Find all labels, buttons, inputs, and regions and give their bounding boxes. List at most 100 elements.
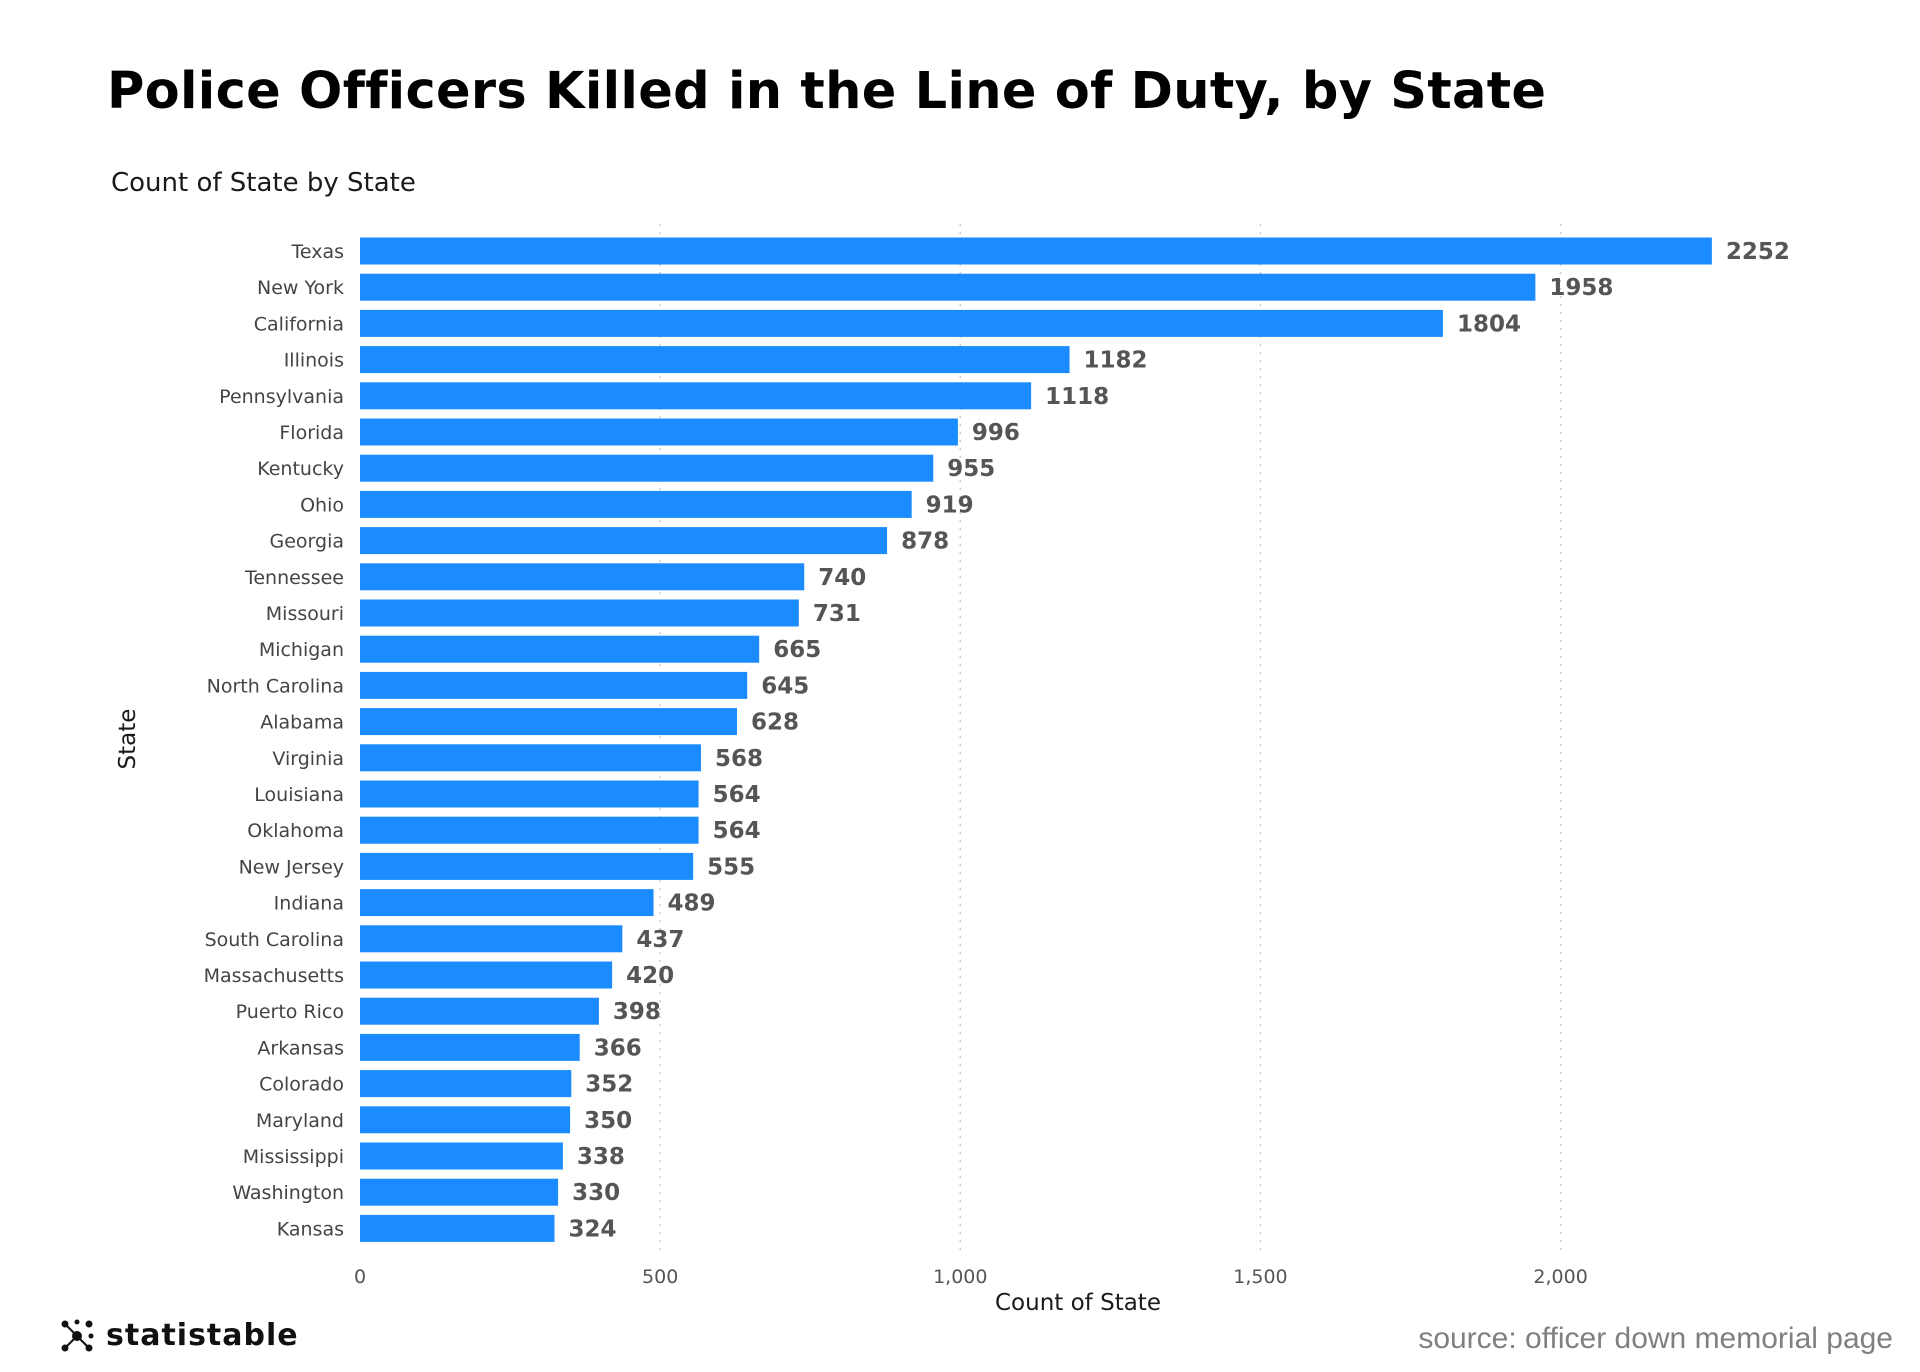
gridlines xyxy=(659,224,1562,1252)
value-label: 564 xyxy=(713,818,761,844)
y-axis-title: State xyxy=(115,709,141,770)
category-label: Mississippi xyxy=(243,1146,344,1168)
x-tick-label: 1,500 xyxy=(1233,1266,1287,1288)
value-label: 489 xyxy=(668,891,716,917)
bar xyxy=(360,780,699,808)
x-tick-label: 2,000 xyxy=(1533,1266,1587,1288)
value-label: 955 xyxy=(947,456,995,482)
bar xyxy=(360,1214,555,1242)
category-label: Tennessee xyxy=(244,567,344,589)
value-label: 731 xyxy=(813,601,861,627)
category-label: Washington xyxy=(232,1182,344,1204)
x-axis-title: Count of State xyxy=(995,1290,1161,1316)
bar xyxy=(360,1142,563,1170)
bar xyxy=(360,997,599,1025)
bar xyxy=(360,563,805,591)
category-label: Puerto Rico xyxy=(236,1001,344,1023)
bar xyxy=(360,1070,572,1098)
x-tick-label: 0 xyxy=(354,1266,366,1288)
source-note: source: officer down memorial page xyxy=(1418,1322,1893,1355)
category-label: Ohio xyxy=(300,494,344,516)
value-label: 330 xyxy=(572,1180,620,1206)
value-label: 645 xyxy=(761,673,809,699)
value-label: 564 xyxy=(713,782,761,808)
value-label: 437 xyxy=(636,927,684,953)
category-label: North Carolina xyxy=(207,675,344,697)
bar xyxy=(360,961,613,989)
value-label: 996 xyxy=(972,420,1020,446)
value-label: 1804 xyxy=(1457,311,1521,337)
category-label: Michigan xyxy=(259,639,344,661)
category-label: Georgia xyxy=(270,531,345,553)
value-label: 1182 xyxy=(1084,348,1148,374)
bar xyxy=(360,346,1070,374)
bar xyxy=(360,599,799,627)
category-label: California xyxy=(254,313,344,335)
bar xyxy=(360,635,760,663)
value-label: 1118 xyxy=(1045,384,1109,410)
chart-title: Police Officers Killed in the Line of Du… xyxy=(107,62,1547,121)
category-label: Texas xyxy=(290,241,344,263)
brand-logo: statistable xyxy=(60,1318,299,1353)
bar xyxy=(360,418,958,446)
category-label: Oklahoma xyxy=(247,820,344,842)
value-label: 2252 xyxy=(1726,239,1790,265)
value-label: 338 xyxy=(577,1144,625,1170)
bars xyxy=(360,237,1712,1242)
category-label: New York xyxy=(257,277,344,299)
bar xyxy=(360,889,654,917)
chart-subtitle: Count of State by State xyxy=(111,168,416,198)
value-label: 366 xyxy=(594,1035,642,1061)
bar xyxy=(360,1178,559,1206)
category-labels: Texas New York California Illinois Pennsylva… xyxy=(204,241,344,1240)
value-label: 919 xyxy=(926,492,974,518)
category-label: Indiana xyxy=(274,893,344,915)
bar xyxy=(360,744,701,772)
value-label: 420 xyxy=(626,963,674,989)
bar xyxy=(360,852,694,880)
category-label: Florida xyxy=(279,422,344,444)
category-label: Kansas xyxy=(277,1218,344,1240)
category-label: Pennsylvania xyxy=(219,386,344,408)
statistable-logo-icon xyxy=(61,1319,94,1351)
bar xyxy=(360,309,1443,337)
bar xyxy=(360,1106,571,1134)
category-label: South Carolina xyxy=(205,929,344,951)
value-label: 878 xyxy=(901,529,949,555)
bar xyxy=(360,490,912,518)
x-tick-labels: 0 500 1,000 1,500 2,000 xyxy=(354,1266,1588,1288)
value-label: 350 xyxy=(584,1108,632,1134)
x-tick-label: 500 xyxy=(642,1266,678,1288)
category-label: New Jersey xyxy=(239,856,344,878)
value-label: 1958 xyxy=(1549,275,1613,301)
category-label: Massachusetts xyxy=(204,965,344,987)
category-label: Colorado xyxy=(259,1074,344,1096)
value-label: 324 xyxy=(568,1216,616,1242)
bar xyxy=(360,382,1032,410)
bar xyxy=(360,273,1536,301)
value-labels: 2252 1958 1804 1182 1118 996 955 919 878 740 731 66… xyxy=(568,239,1789,1242)
bar xyxy=(360,454,934,482)
value-label: 568 xyxy=(715,746,763,772)
bar xyxy=(360,527,888,555)
category-label: Arkansas xyxy=(257,1037,344,1059)
brand-name: statistable xyxy=(106,1318,299,1353)
category-label: Missouri xyxy=(266,603,344,625)
value-label: 398 xyxy=(613,999,661,1025)
value-label: 628 xyxy=(751,710,799,736)
category-label: Maryland xyxy=(256,1110,344,1132)
category-label: Illinois xyxy=(284,350,344,372)
category-label: Alabama xyxy=(260,712,344,734)
category-label: Louisiana xyxy=(254,784,344,806)
bar xyxy=(360,671,748,699)
category-label: Kentucky xyxy=(257,458,344,480)
x-tick-label: 1,000 xyxy=(933,1266,987,1288)
value-label: 352 xyxy=(585,1072,633,1098)
value-label: 740 xyxy=(818,565,866,591)
bar xyxy=(360,708,737,736)
bar xyxy=(360,816,699,844)
bar xyxy=(360,925,623,953)
bar xyxy=(360,237,1712,265)
value-label: 665 xyxy=(773,637,821,663)
